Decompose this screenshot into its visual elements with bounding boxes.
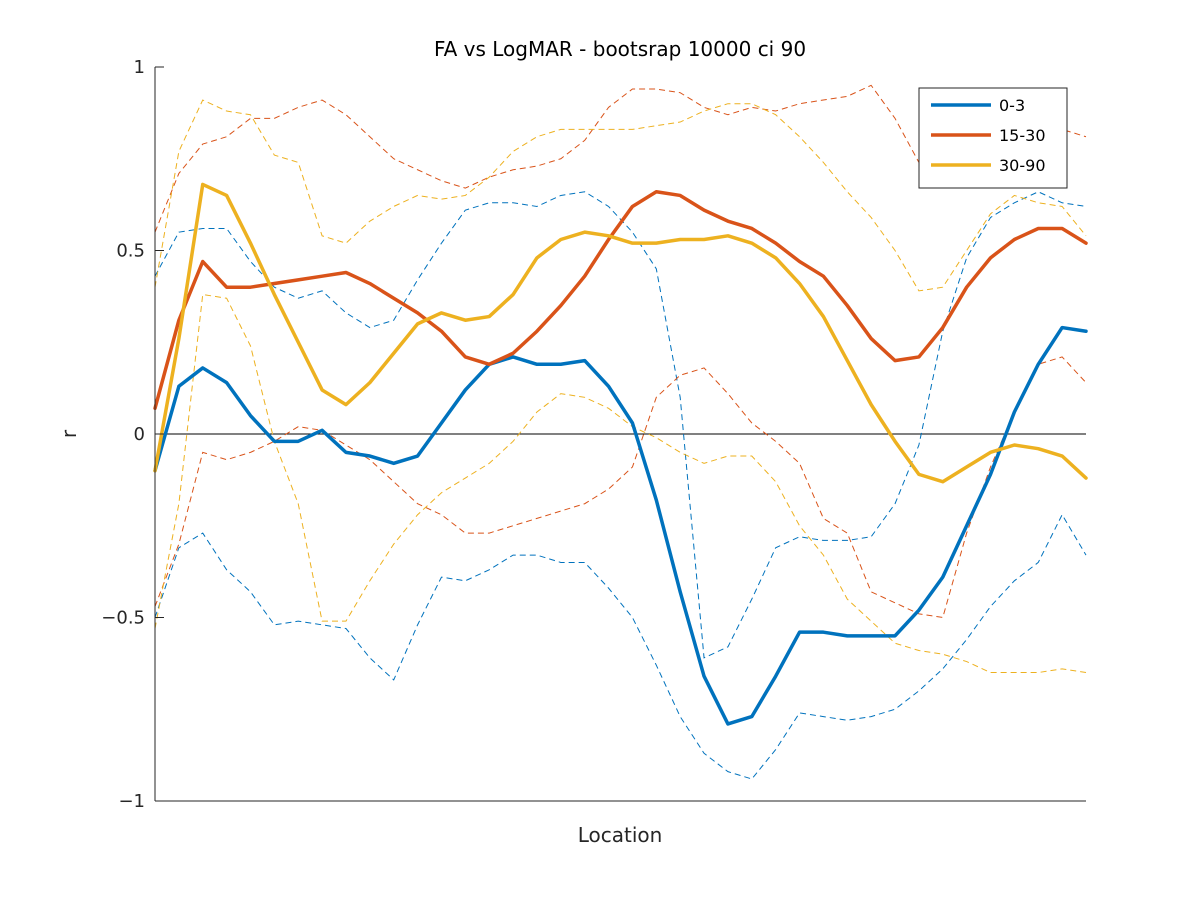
- y-tick-label: 0: [134, 424, 145, 445]
- y-tick-label: 0.5: [116, 241, 145, 262]
- legend: 0-3 15-30 30-90: [918, 87, 1068, 189]
- legend-label-series-2: 15-30: [999, 126, 1046, 145]
- y-tick-label: −0.5: [101, 608, 145, 629]
- series-line-3: [153, 182, 1088, 484]
- y-tick-label: −1: [118, 791, 145, 812]
- plot-area: −1 −0.5 0 0.5 1: [101, 57, 1088, 812]
- legend-label-series-3: 30-90: [999, 156, 1046, 175]
- ci-lower-line-series-2: [154, 356, 1087, 619]
- series-line-2: [153, 190, 1088, 411]
- y-axis-label: r: [57, 429, 81, 438]
- legend-label-series-1: 0-3: [999, 96, 1025, 115]
- chart-title: FA vs LogMAR - bootsrap 10000 ci 90: [434, 37, 806, 61]
- y-tick-label: 1: [134, 57, 145, 78]
- series-line-1: [153, 325, 1088, 726]
- ci-upper-line-series-1: [154, 191, 1087, 659]
- ci-upper-line-series-3: [154, 99, 1087, 292]
- ci-lower-line-series-1: [154, 513, 1087, 780]
- ci-lower-line-series-3: [154, 293, 1087, 674]
- x-axis-label: Location: [578, 823, 663, 847]
